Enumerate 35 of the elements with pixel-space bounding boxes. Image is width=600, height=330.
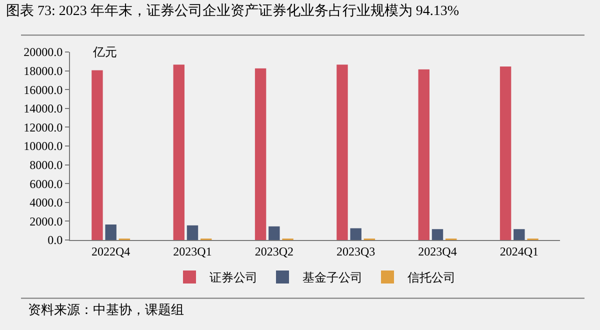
y-tick-label: 12000.0 xyxy=(24,120,63,134)
bar xyxy=(514,229,525,240)
legend-label: 基金子公司 xyxy=(302,270,362,285)
bar xyxy=(105,224,116,240)
y-tick-label: 16000.0 xyxy=(24,82,63,97)
y-tick-label: 4000.0 xyxy=(30,196,63,210)
bar xyxy=(432,229,444,240)
x-tick-label: 2022Q4 xyxy=(91,244,130,258)
y-axis-title: 亿元 xyxy=(92,45,117,59)
y-tick-label: 8000.0 xyxy=(30,158,63,172)
legend-label: 证券公司 xyxy=(210,270,258,285)
bar xyxy=(336,64,348,240)
x-tick-label: 2024Q1 xyxy=(500,244,539,258)
y-tick-label: 10000.0 xyxy=(24,139,63,154)
x-tick-label: 2023Q1 xyxy=(173,244,212,258)
text: 资料来源：中基协，课题组 xyxy=(28,302,184,317)
y-tick-label: 6000.0 xyxy=(30,176,63,191)
x-tick-label: 2023Q3 xyxy=(336,244,376,258)
legend-label: 信托公司 xyxy=(408,270,456,285)
bar xyxy=(173,64,184,240)
bar xyxy=(254,68,266,240)
y-tick-label: 20000.0 xyxy=(24,45,63,60)
y-tick-label: 14000.0 xyxy=(24,102,63,116)
bar xyxy=(186,225,198,240)
bar xyxy=(268,226,280,240)
x-tick-label: 2023Q2 xyxy=(254,244,294,258)
chart-title: 图表 73: 2023 年年末，证券公司企业资产证券化业务占行业规模为 94.13% xyxy=(6,2,460,19)
y-tick-label: 18000.0 xyxy=(24,64,63,78)
bar xyxy=(350,228,362,240)
bar xyxy=(418,69,430,240)
bar xyxy=(92,70,103,240)
x-tick-label: 2023Q4 xyxy=(418,244,457,258)
y-tick-label: 2000.0 xyxy=(30,214,63,228)
bar xyxy=(500,66,512,240)
y-tick-label: 0.0 xyxy=(48,233,63,248)
